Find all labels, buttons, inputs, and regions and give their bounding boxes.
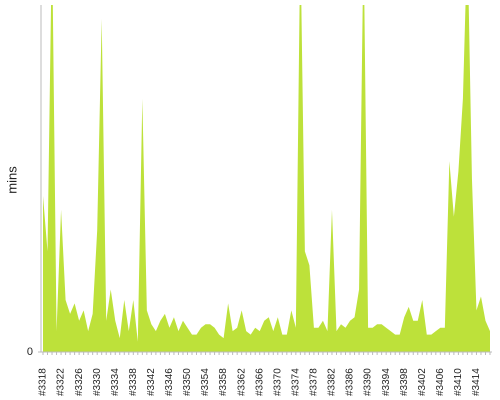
x-tick-label: #3346: [164, 368, 175, 396]
area: [43, 5, 490, 352]
x-tick-label: #3414: [471, 368, 482, 396]
x-tick-label: #3362: [236, 368, 247, 396]
x-tick-label: #3378: [309, 368, 320, 396]
x-tick-label: #3318: [38, 368, 49, 396]
x-tick-label: #3330: [92, 368, 103, 396]
x-tick-label: #3338: [128, 368, 139, 396]
y-axis-label: mins: [4, 166, 19, 194]
x-tick-label: #3350: [182, 368, 193, 396]
y-tick-label: 0: [27, 346, 33, 358]
x-tick-label: #3374: [290, 368, 301, 396]
x-tick-label: #3370: [272, 368, 283, 396]
x-tick-label: #3342: [146, 368, 157, 396]
x-tick-label: #3366: [254, 368, 265, 396]
x-tick-label: #3358: [218, 368, 229, 396]
x-tick-label: #3390: [363, 368, 374, 396]
x-tick-label: #3334: [110, 368, 121, 396]
x-tick-label: #3322: [56, 368, 67, 396]
x-tick-label: #3382: [327, 368, 338, 396]
x-tick-label: #3354: [200, 368, 211, 396]
x-tick-label: #3386: [345, 368, 356, 396]
x-tick-label: #3394: [381, 368, 392, 396]
x-tick-label: #3402: [417, 368, 428, 396]
x-tick-label: #3406: [435, 368, 446, 396]
x-tick-label: #3398: [399, 368, 410, 396]
x-tick-label: #3410: [453, 368, 464, 396]
x-tick-label: #3326: [74, 368, 85, 396]
